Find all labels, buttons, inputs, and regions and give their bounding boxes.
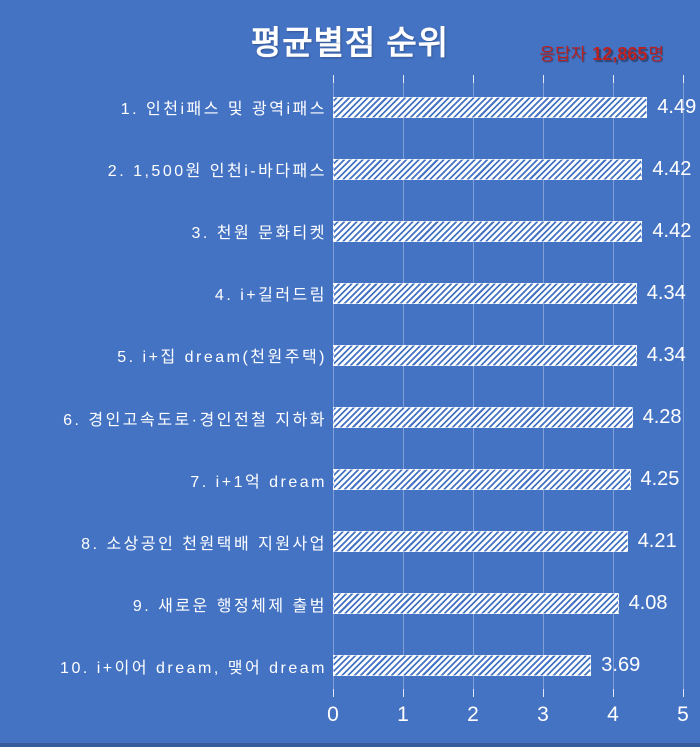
rating-value: 4.42 <box>652 157 692 180</box>
bottom-border <box>0 743 700 747</box>
respondents-label: 응답자 <box>539 45 587 64</box>
bar-rows: 1. 인천i패스 및 광역i패스 4.49 2. 1,500원 인천i-바다패스 4.… <box>0 76 700 697</box>
category-label: 8. 소상공인 천원택배 지원사업 <box>81 535 327 553</box>
category-label: 10. i+이어 dream, 맺어 dream <box>60 659 327 677</box>
category-label: 7. i+1억 dream <box>190 473 327 491</box>
bar-row: 2. 1,500원 인천i-바다패스 4.42 <box>0 138 700 200</box>
rating-value: 4.34 <box>646 343 686 366</box>
bar-row: 9. 새로운 행정체제 출범 4.08 <box>0 573 700 635</box>
rating-value: 4.25 <box>640 468 680 491</box>
category-label: 9. 새로운 행정체제 출범 <box>132 597 327 615</box>
rating-bar <box>333 531 628 553</box>
rating-bar <box>333 96 648 118</box>
x-tick-label-1: 1 <box>397 703 409 726</box>
rating-value: 4.21 <box>637 530 677 553</box>
rating-value: 4.08 <box>628 592 668 615</box>
bar-row: 6. 경인고속도로·경인전철 지하화 4.28 <box>0 386 700 448</box>
bar-row: 7. i+1억 dream 4.25 <box>0 449 700 511</box>
chart-title: 평균별점 순위 <box>250 24 450 61</box>
rating-bar <box>333 469 631 491</box>
rating-bar <box>333 158 643 180</box>
x-tick-label-4: 4 <box>607 703 619 726</box>
respondents-count: 12,865 <box>592 44 648 64</box>
x-tick-label-0: 0 <box>327 703 339 726</box>
bar-row: 8. 소상공인 천원택배 지원사업 4.21 <box>0 511 700 573</box>
bar-row: 10. i+이어 dream, 맺어 dream 3.69 <box>0 635 700 697</box>
respondents-unit: 명 <box>648 45 664 64</box>
category-label: 3. 천원 문화티켓 <box>191 225 327 243</box>
category-label: 6. 경인고속도로·경인전철 지하화 <box>63 411 327 429</box>
rating-bar <box>333 407 633 429</box>
category-label: 1. 인천i패스 및 광역i패스 <box>120 101 327 119</box>
rating-bar <box>333 344 637 366</box>
category-label: 2. 1,500원 인천i-바다패스 <box>107 163 327 181</box>
bar-row: 5. i+집 dream(천원주택) 4.34 <box>0 324 700 386</box>
respondents-note: 응답자 12,865명 <box>539 40 664 65</box>
rating-value: 4.49 <box>657 95 697 118</box>
bar-row: 1. 인천i패스 및 광역i패스 4.49 <box>0 76 700 138</box>
x-tick-label-3: 3 <box>537 703 549 726</box>
rating-bar <box>333 282 637 304</box>
rating-value: 4.28 <box>642 406 682 429</box>
bar-row: 3. 천원 문화티켓 4.42 <box>0 200 700 262</box>
rating-bar <box>333 593 619 615</box>
x-tick-label-2: 2 <box>467 703 479 726</box>
rating-bar <box>333 655 592 677</box>
category-label: 5. i+집 dream(천원주택) <box>117 349 327 367</box>
x-tick-label-5: 5 <box>677 703 689 726</box>
rating-value: 3.69 <box>601 654 641 677</box>
bar-row: 4. i+길러드림 4.34 <box>0 262 700 324</box>
rating-value: 4.34 <box>646 281 686 304</box>
rating-value: 4.42 <box>652 219 692 242</box>
rating-bar <box>333 220 643 242</box>
category-label: 4. i+길러드림 <box>214 287 327 305</box>
